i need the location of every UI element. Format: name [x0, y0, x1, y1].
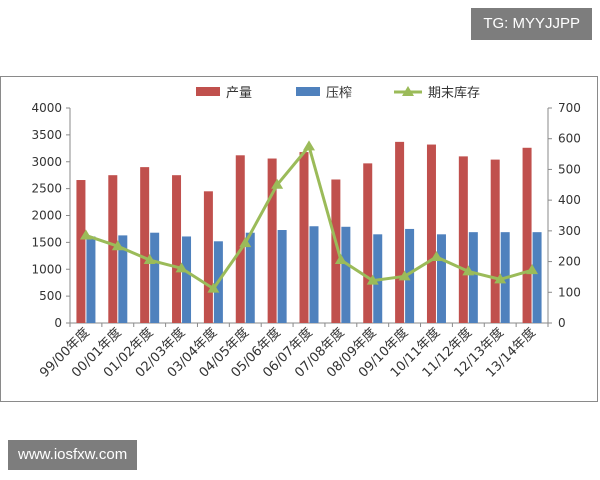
legend-label: 产量 [226, 86, 252, 101]
legend-stock: 期末库存 [394, 85, 480, 101]
bar-production [395, 141, 405, 323]
stock-marker [79, 229, 92, 240]
chart-frame [0, 76, 598, 402]
watermark-bottom: www.iosfxw.com [8, 440, 138, 470]
y-tick-label-right: 300 [558, 224, 581, 238]
y-tick-label-right: 100 [558, 285, 581, 299]
y-tick-label-right: 400 [558, 193, 581, 207]
y-tick-label-right: 500 [558, 162, 581, 176]
bar-crushing [150, 232, 160, 323]
stock-marker [239, 237, 252, 248]
y-tick-label-right: 200 [558, 255, 581, 269]
y-tick-label-left: 4000 [31, 101, 62, 115]
legend-production: 产量 [196, 86, 252, 101]
stock-marker [207, 282, 220, 293]
bar-production [172, 175, 182, 323]
bar-production [490, 159, 500, 323]
stock-marker [430, 250, 443, 261]
bar-crushing [277, 230, 287, 323]
stock-marker [366, 274, 379, 285]
bar-production [267, 158, 277, 323]
bar-crushing [405, 228, 415, 323]
bar-production [203, 191, 213, 323]
y-tick-label-right: 0 [558, 316, 566, 330]
stock-marker [334, 254, 347, 265]
y-tick-label-right: 600 [558, 132, 581, 146]
bar-crushing [245, 232, 255, 323]
y-tick-label-left: 2500 [31, 182, 62, 196]
bar-production [363, 163, 373, 323]
bar-production [458, 156, 468, 323]
stock-marker [111, 240, 124, 251]
watermark-top: TG: MYYJJPP [471, 8, 592, 40]
bar-production [140, 167, 150, 323]
bar-crushing [182, 236, 192, 323]
stock-marker [175, 262, 188, 273]
y-tick-label-left: 2000 [31, 209, 62, 223]
bar-production [235, 155, 245, 323]
bar-production [331, 179, 341, 323]
y-tick-label-left: 0 [54, 316, 62, 330]
bar-crushing [309, 226, 319, 323]
stock-marker [526, 264, 539, 275]
stock-marker [462, 265, 475, 276]
bar-production [426, 144, 436, 323]
bar-production [299, 152, 309, 323]
stock-marker [271, 178, 284, 189]
y-tick-label-left: 3500 [31, 128, 62, 142]
stock-marker [143, 254, 156, 265]
bar-crushing [468, 232, 478, 323]
y-tick-label-left: 1000 [31, 262, 62, 276]
legend-swatch-marker [402, 86, 414, 96]
y-tick-label-left: 500 [39, 289, 62, 303]
bar-crushing [436, 234, 446, 323]
stock-line-series [79, 140, 539, 293]
bar-crushing [341, 226, 351, 323]
bar-crushing [118, 235, 128, 323]
stock-marker [303, 140, 315, 151]
stock-marker [494, 273, 507, 284]
bar-crushing [532, 232, 542, 323]
y-tick-label-left: 3000 [31, 155, 62, 169]
legend-swatch [296, 87, 320, 96]
stock-marker [398, 270, 411, 281]
legend-label: 压榨 [326, 85, 352, 101]
legend-crushing: 压榨 [296, 85, 352, 101]
bars [76, 141, 542, 323]
y-tick-label-left: 1500 [31, 235, 62, 249]
legend-swatch [196, 87, 220, 96]
axes: 0 500 1000 1500 2000 2500 3000 3500 4000 0 100 200 3… [31, 101, 580, 330]
bar-crushing [86, 236, 96, 323]
y-tick-label-right: 700 [558, 101, 581, 115]
legend-label: 期末库存 [428, 85, 480, 101]
bar-production [522, 147, 532, 323]
legend: 产量 压榨 期末库存 [196, 85, 480, 101]
x-axis-labels: 99/00年度00/01年度01/02年度02/03年度03/04年度04/05… [37, 325, 539, 381]
bar-production [76, 180, 86, 323]
